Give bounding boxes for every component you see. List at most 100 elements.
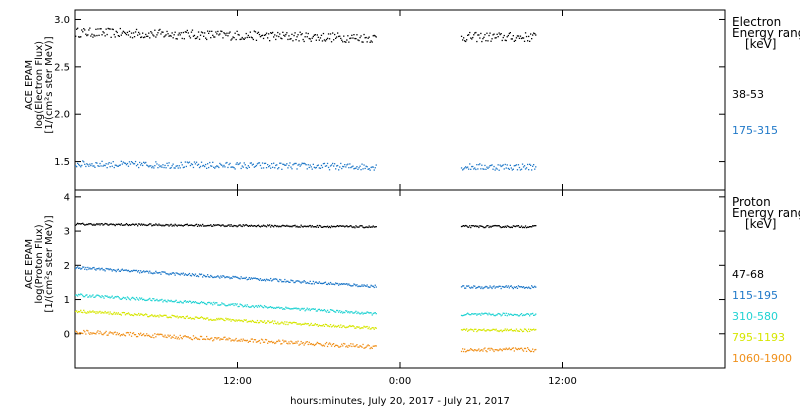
proton-data-point	[122, 333, 124, 335]
proton-data-point	[143, 270, 145, 272]
electron-data-point	[149, 37, 151, 39]
proton-data-point	[194, 224, 197, 226]
electron-data-point	[251, 37, 253, 39]
x-axis: 12:00 0:00 12:00	[223, 376, 577, 387]
proton-data-point	[255, 305, 258, 307]
proton-data-point	[275, 322, 277, 324]
proton-data-point	[501, 350, 503, 352]
proton-data-point	[335, 226, 337, 228]
proton-data-point	[261, 339, 264, 341]
proton-data-point	[91, 311, 93, 313]
proton-data-point	[488, 287, 490, 289]
proton-data-point	[343, 342, 345, 345]
electron-data-point	[310, 40, 312, 42]
proton-data-point	[360, 327, 362, 329]
proton-data-point	[267, 307, 269, 309]
proton-data-point	[238, 319, 240, 321]
proton-data-point	[254, 305, 257, 307]
proton-data-point	[300, 324, 302, 326]
electron-legend-title: Electron	[732, 15, 781, 29]
proton-data-point	[366, 311, 368, 313]
proton-data-point	[270, 226, 272, 228]
proton-data-point	[151, 336, 153, 338]
proton-data-point	[469, 329, 471, 331]
electron-data-point	[297, 34, 299, 36]
proton-data-point	[97, 330, 99, 332]
electron-data-point	[188, 161, 191, 163]
proton-data-point	[165, 314, 167, 317]
proton-data-point	[213, 224, 215, 226]
electron-data-point	[163, 166, 165, 169]
proton-data-point	[93, 332, 95, 334]
proton-data-point	[86, 329, 88, 332]
proton-data-point	[300, 340, 302, 343]
proton-data-point	[488, 312, 490, 314]
proton-data-point	[94, 332, 96, 335]
proton-data-point	[288, 322, 290, 324]
proton-data-point	[237, 277, 239, 279]
electron-data-point	[223, 32, 225, 34]
proton-data-point	[336, 282, 338, 285]
proton-data-point	[225, 276, 227, 278]
electron-data-point	[196, 164, 199, 166]
proton-data-point	[350, 285, 352, 287]
proton-data-point	[173, 315, 175, 317]
proton-data-point	[352, 226, 354, 229]
proton-data-point	[117, 223, 119, 225]
electron-data-point	[122, 161, 124, 163]
electron-data-point	[187, 162, 189, 164]
electron-data-point	[371, 41, 373, 43]
electron-data-point	[516, 35, 519, 37]
proton-data-point	[503, 348, 505, 350]
proton-data-point	[121, 297, 123, 300]
proton-data-point	[157, 224, 159, 227]
electron-data-point	[186, 29, 188, 32]
proton-data-point	[192, 317, 195, 320]
proton-data-point	[79, 332, 81, 334]
electron-data-point	[212, 34, 214, 36]
proton-data-point	[174, 274, 176, 276]
proton-data-point	[176, 338, 178, 340]
proton-data-point	[145, 299, 147, 302]
proton-data-point	[362, 313, 364, 315]
proton-data-point	[472, 313, 474, 315]
proton-data-point	[226, 305, 228, 307]
proton-data-point	[487, 287, 489, 289]
proton-data-point	[162, 271, 164, 273]
proton-data-point	[128, 224, 131, 226]
proton-data-point	[317, 282, 319, 284]
proton-data-point	[347, 284, 349, 286]
proton-data-point	[356, 226, 358, 228]
proton-data-point	[372, 225, 374, 227]
electron-data-point	[341, 167, 343, 170]
proton-data-point	[155, 336, 157, 338]
electron-data-point	[505, 167, 507, 169]
electron-data-point	[206, 167, 208, 169]
electron-data-point	[505, 39, 507, 42]
proton-data-point	[343, 325, 345, 327]
proton-data-point	[141, 334, 143, 337]
electron-data-point	[291, 33, 293, 35]
electron-data-point	[482, 168, 484, 170]
proton-data-point	[187, 301, 189, 303]
proton-data-point	[227, 318, 229, 320]
proton-data-point	[347, 311, 349, 314]
electron-data-point	[347, 163, 349, 165]
electron-data-point	[204, 165, 206, 168]
electron-data-point	[483, 36, 485, 38]
electron-data-point	[365, 165, 367, 167]
proton-data-point	[357, 285, 359, 288]
proton-data-point	[208, 301, 210, 304]
proton-data-point	[140, 313, 142, 315]
proton-data-point	[85, 294, 87, 296]
proton-data-point	[185, 301, 187, 303]
electron-data-point	[75, 165, 77, 167]
proton-data-point	[253, 306, 255, 309]
proton-data-point	[242, 277, 244, 279]
proton-data-point	[475, 287, 477, 289]
proton-data-point	[305, 309, 307, 311]
electron-data-point	[167, 164, 169, 167]
proton-data-point	[254, 321, 257, 323]
proton-data-point	[170, 316, 172, 319]
proton-data-point	[499, 285, 501, 287]
